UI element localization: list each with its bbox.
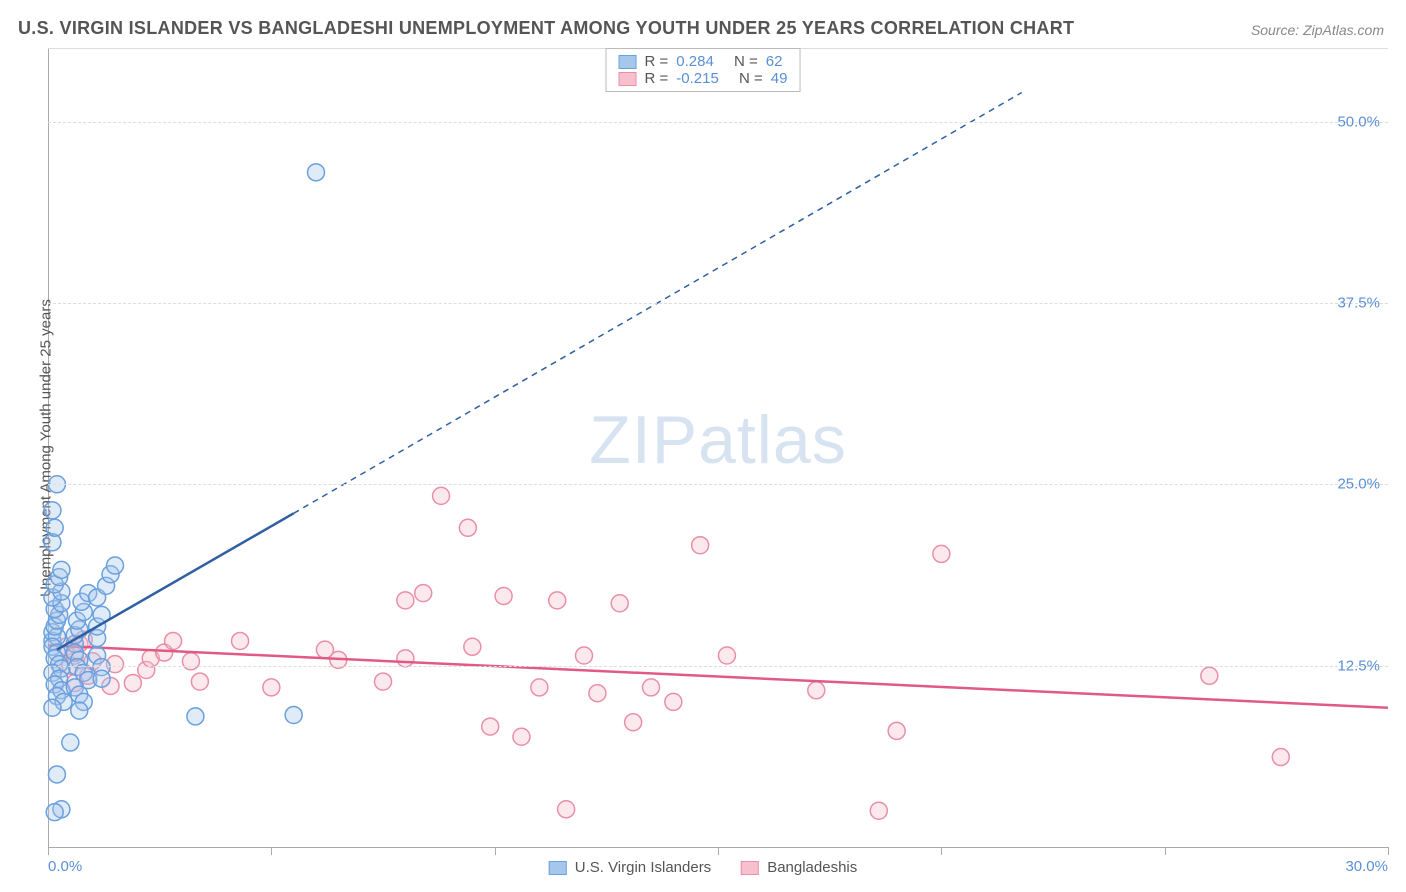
data-point	[808, 682, 825, 699]
stat-n-usvi: 62	[766, 53, 783, 70]
legend-item-usvi: U.S. Virgin Islanders	[549, 859, 711, 876]
data-point	[549, 592, 566, 609]
legend-stats-row-usvi: R = 0.284 N = 62	[619, 53, 788, 70]
data-point	[71, 702, 88, 719]
data-point	[62, 734, 79, 751]
swatch-usvi	[619, 55, 637, 69]
data-point	[531, 679, 548, 696]
legend-label-bang: Bangladeshis	[767, 859, 857, 876]
x-tick-label: 30.0%	[1345, 858, 1388, 875]
stat-r-bang: -0.215	[676, 70, 719, 87]
data-point	[397, 650, 414, 667]
x-tick-label: 0.0%	[48, 858, 82, 875]
y-tick-label: 25.0%	[1337, 476, 1380, 493]
data-point	[459, 519, 476, 536]
stat-n-bang: 49	[771, 70, 788, 87]
data-point	[718, 647, 735, 664]
data-point	[165, 632, 182, 649]
data-point	[1201, 667, 1218, 684]
data-point	[464, 638, 481, 655]
data-point	[375, 673, 392, 690]
data-point	[285, 706, 302, 723]
data-point	[46, 519, 63, 536]
chart-plot-area: Unemployment Among Youth under 25 years …	[48, 48, 1388, 848]
stat-n-label: N =	[739, 70, 763, 87]
swatch-bang	[619, 72, 637, 86]
data-point	[643, 679, 660, 696]
legend-bottom: U.S. Virgin Islanders Bangladeshis	[549, 859, 858, 876]
data-point	[53, 561, 70, 578]
legend-stats-box: R = 0.284 N = 62 R = -0.215 N = 49	[606, 48, 801, 92]
data-point	[1272, 749, 1289, 766]
stat-r-label: R =	[645, 53, 669, 70]
data-point	[576, 647, 593, 664]
data-point	[124, 675, 141, 692]
data-point	[48, 766, 65, 783]
data-point	[187, 708, 204, 725]
data-point	[870, 802, 887, 819]
data-point	[191, 673, 208, 690]
swatch-bang	[741, 861, 759, 875]
data-point	[933, 545, 950, 562]
y-tick-label: 50.0%	[1337, 113, 1380, 130]
data-point	[495, 587, 512, 604]
trend-line	[57, 513, 294, 649]
stat-r-label: R =	[645, 70, 669, 87]
legend-stats-row-bang: R = -0.215 N = 49	[619, 70, 788, 87]
data-point	[44, 502, 61, 519]
chart-svg	[48, 49, 1388, 847]
data-point	[182, 653, 199, 670]
data-point	[232, 632, 249, 649]
data-point	[46, 804, 63, 821]
legend-item-bang: Bangladeshis	[741, 859, 857, 876]
y-tick-label: 37.5%	[1337, 294, 1380, 311]
data-point	[611, 595, 628, 612]
data-point	[415, 585, 432, 602]
data-point	[589, 685, 606, 702]
data-point	[397, 592, 414, 609]
legend-label-usvi: U.S. Virgin Islanders	[575, 859, 711, 876]
data-point	[888, 722, 905, 739]
data-point	[44, 699, 61, 716]
chart-title: U.S. VIRGIN ISLANDER VS BANGLADESHI UNEM…	[18, 18, 1074, 39]
stat-r-usvi: 0.284	[676, 53, 714, 70]
data-point	[692, 537, 709, 554]
swatch-usvi	[549, 861, 567, 875]
data-point	[665, 693, 682, 710]
data-point	[308, 164, 325, 181]
data-point	[433, 487, 450, 504]
data-point	[93, 670, 110, 687]
data-point	[558, 801, 575, 818]
data-point	[625, 714, 642, 731]
data-point	[513, 728, 530, 745]
data-point	[482, 718, 499, 735]
data-point	[107, 557, 124, 574]
data-point	[263, 679, 280, 696]
y-tick-label: 12.5%	[1337, 657, 1380, 674]
stat-n-label: N =	[734, 53, 758, 70]
source-label: Source: ZipAtlas.com	[1251, 22, 1384, 38]
